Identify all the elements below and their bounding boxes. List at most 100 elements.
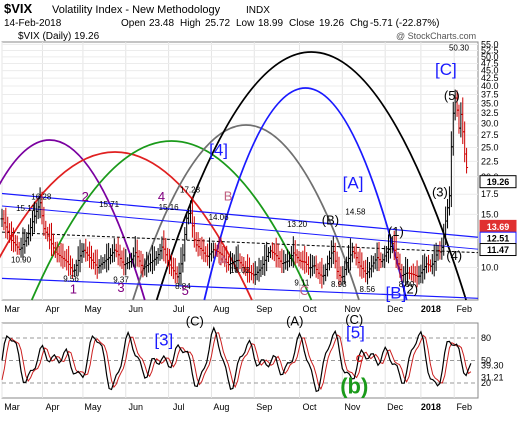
y-tick-label: 30.0 [481,119,499,129]
price-marker: 8.56 [360,285,376,294]
x-tick-label: Jun [129,402,144,412]
wave-label: (B) [322,212,339,227]
wave-label: (4) [446,248,462,263]
wave-label: A [219,253,228,268]
x-tick-label: Sep [256,402,272,412]
cycle-arc-purple [0,139,146,301]
osc-wave-label: [3] [154,331,173,350]
price-marker: 14.58 [345,207,366,216]
x-tick-label: Sep [256,304,272,314]
osc-signal-line [1,332,472,391]
price-marker: 8.84 [175,282,191,291]
ohlc-close-label: Close [289,18,315,29]
cycle-arc-red [0,151,253,301]
y-tick-label: 10.0 [481,262,499,272]
x-tick-label: Aug [213,402,229,412]
price-marker: 9.37 [113,276,129,285]
ohlc-chg-label: Chg [350,18,368,29]
price-box [479,175,517,189]
x-tick-label: Dec [387,304,404,314]
cycle-arc-green [30,140,313,301]
wave-label: (3) [432,184,448,199]
price-marker: 15.11 [16,204,36,213]
ohlc-low-label: Low [236,18,255,29]
cycle-arc-gray [132,124,360,301]
y-tick-label: 45.0 [481,66,499,76]
price-marker: 15.16 [159,203,180,212]
price-box-label: 19.26 [487,177,510,187]
y-tick-label: 50.0 [481,52,499,62]
x-tick-label: Feb [456,402,472,412]
wave-label: (2) [402,281,418,296]
osc-wave-label: (A) [286,313,303,328]
osc-wave-label: [5] [346,323,365,342]
osc-tick-label: 80 [481,333,491,343]
trendline-lower [1,277,479,299]
legend-label: $VIX (Daily) 19.26 [18,31,100,42]
wave-label: [B] [385,283,406,302]
oscillator-panel: 20 50 80 39.30 31.21 (C) (A) (C) [3] [5] c (b) [1,312,504,399]
y-tick-label: 42.5 [481,73,499,83]
ohlc-low: 18.99 [258,18,283,29]
wave-label: (1) [388,224,404,239]
time-axis: Mar Apr May Jun Jul Aug Sep Oct Nov Dec 2018 Feb [4,402,472,412]
x-tick-label: Apr [45,304,59,314]
trendline-upper [1,192,479,238]
wave-label: [4] [209,141,228,160]
price-marker: 13.20 [287,220,308,229]
x-tick-label: 2018 [421,402,441,412]
price-marker: 15.71 [99,200,120,209]
cycle-arc-blue [203,87,408,301]
x-tick-label: 2018 [421,304,441,314]
y-tick-label: 25.0 [481,143,499,153]
ohlc-open: 23.48 [149,18,174,29]
y-tick-label: 55.0 [481,39,499,49]
x-tick-label: Nov [344,304,361,314]
ohlc-open-label: Open [121,18,145,29]
ohlc-chg: -5.71 (-22.87%) [370,18,439,29]
wave-label: B [224,188,233,203]
y-tick-label: 15.0 [481,209,499,219]
price-marker: 8.99 [399,280,415,289]
price-marker: 10.02 [230,266,251,275]
osc-wave-label: (C) [345,312,363,327]
wave-label: 5 [182,283,189,298]
wave-label: (5) [444,88,460,103]
price-marker: 9.56 [63,274,79,283]
osc-tick-label: 50 [481,356,491,366]
price-marker: 10.90 [11,255,32,264]
cycle-arc-black [155,51,467,301]
wave-label: 1 [70,281,77,296]
ohlc-high: 25.72 [205,18,230,29]
osc-main-line [1,326,472,393]
moving-average-dotted [1,231,479,254]
osc-wave-label: (b) [340,374,368,399]
trendline-mid [1,205,479,250]
osc-value-label: 39.30 [481,361,504,371]
price-box-label: 12.51 [487,234,510,244]
x-tick-label: Feb [456,304,472,314]
wave-label: 3 [117,280,124,295]
wave-label: [A] [343,173,364,192]
price-box-label: 11.47 [487,245,509,255]
price-box-label: 13.69 [487,222,510,232]
watermark: @ StockCharts.com [396,31,476,41]
osc-value-label: 31.21 [481,373,504,383]
price-marker: 14.06 [209,213,230,222]
chart-symbol: $VIX [4,1,33,16]
x-tick-label: Oct [302,304,317,314]
x-tick-label: Mar [4,304,20,314]
wave-label: 4 [158,189,165,204]
y-tick-label: 52.5 [481,45,499,55]
price-marker: 8.93 [331,280,347,289]
price-box [479,243,517,257]
y-tick-label: 22.5 [481,156,499,166]
x-tick-label: Jun [129,304,144,314]
x-tick-label: May [84,304,102,314]
osc-wave-label: c [356,350,363,365]
x-tick-label: Jul [173,402,185,412]
price-marker: 50.30 [449,43,470,52]
x-tick-label: Aug [213,304,229,314]
